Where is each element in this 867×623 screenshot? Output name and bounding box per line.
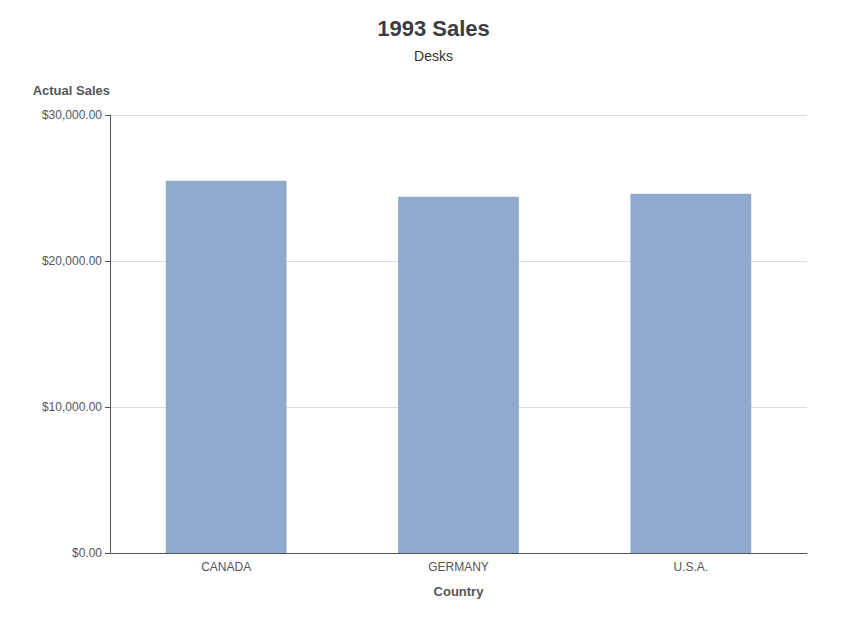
svg-text:U.S.A.: U.S.A. [673,560,708,574]
svg-text:Desks: Desks [414,48,453,64]
svg-text:GERMANY: GERMANY [428,560,489,574]
svg-text:Actual Sales: Actual Sales [33,83,110,98]
svg-text:1993 Sales: 1993 Sales [377,16,490,41]
svg-text:CANADA: CANADA [201,560,251,574]
svg-text:$20,000.00: $20,000.00 [42,254,102,268]
svg-text:Country: Country [434,584,485,599]
svg-text:$10,000.00: $10,000.00 [42,400,102,414]
svg-text:$0.00: $0.00 [72,546,102,560]
svg-text:$30,000.00: $30,000.00 [42,108,102,122]
